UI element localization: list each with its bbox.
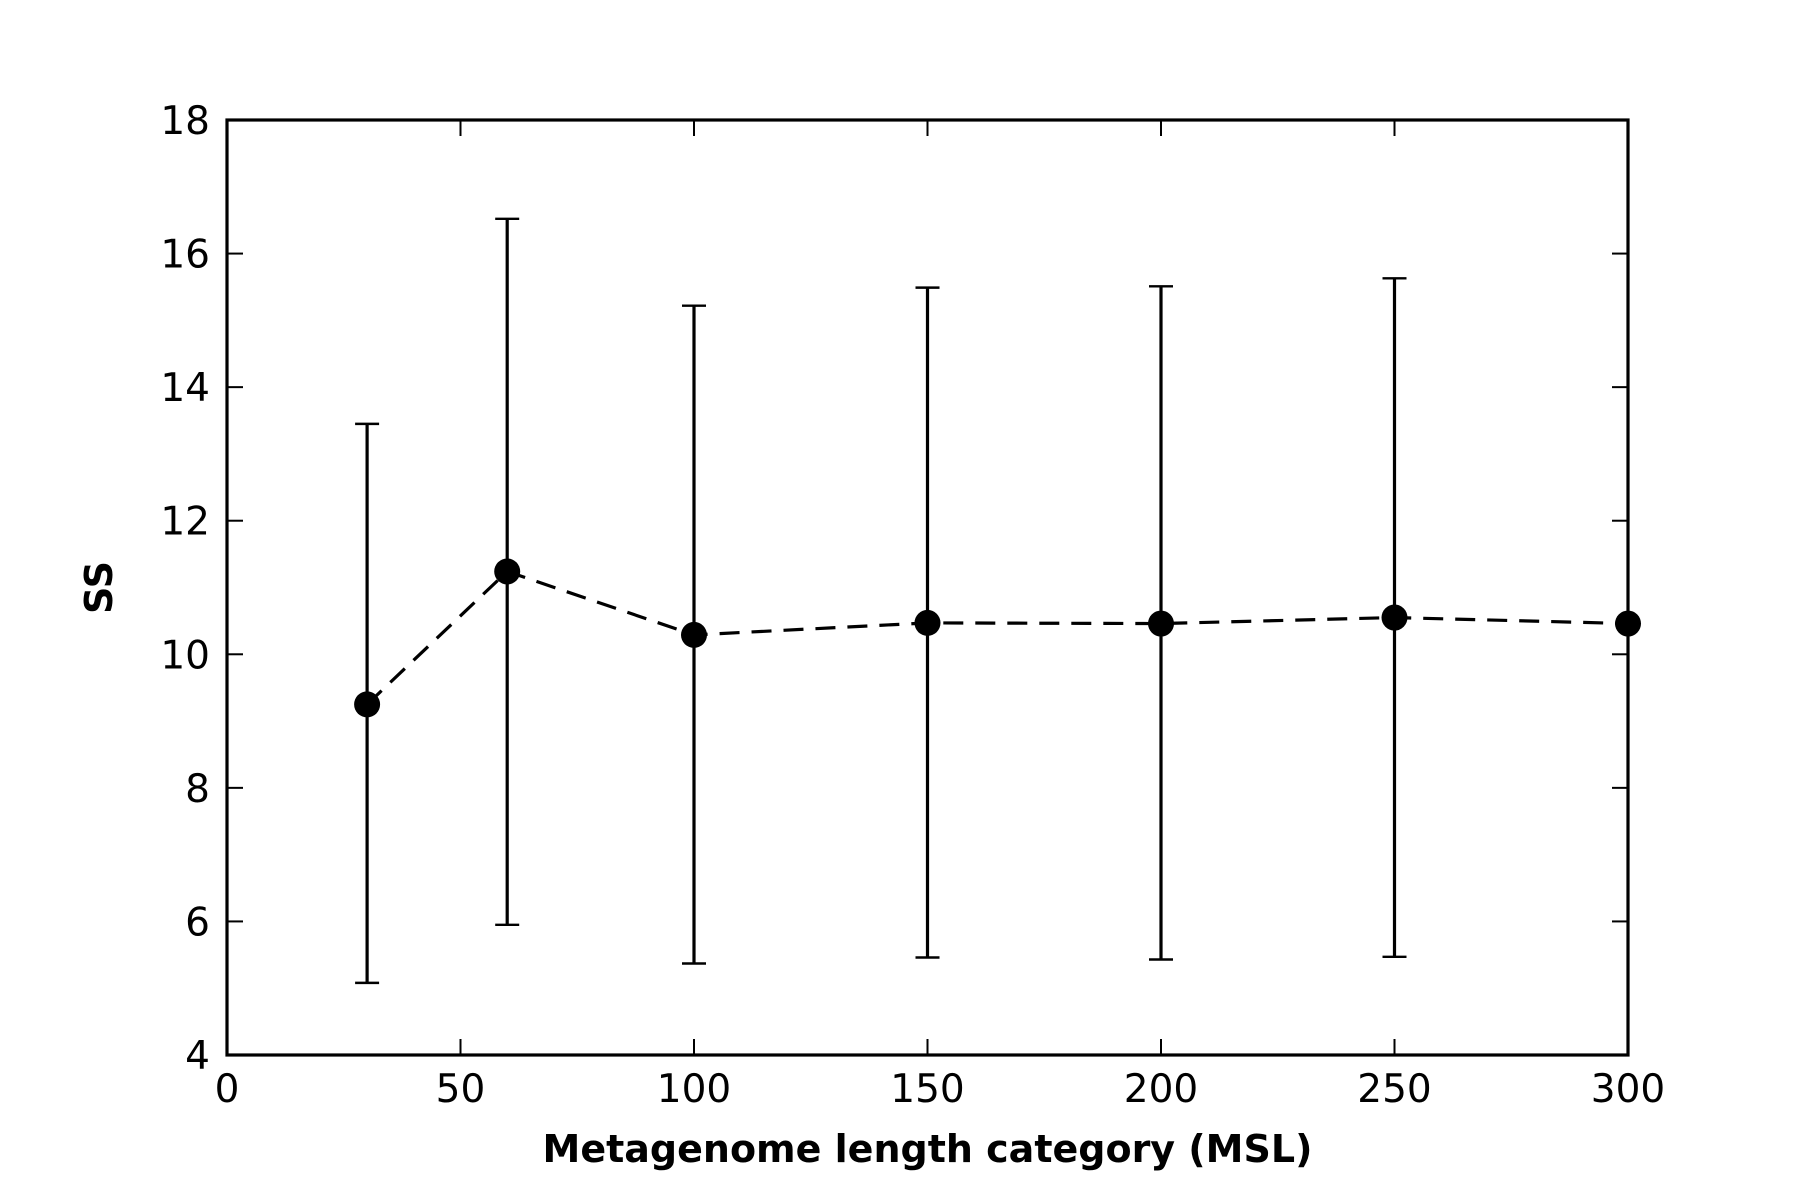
x-tick-label: 100 [657, 1067, 731, 1112]
x-axis-title: Metagenome length category (MSL) [543, 1127, 1313, 1171]
y-tick-label: 8 [185, 767, 210, 812]
y-tick-label: 10 [160, 633, 210, 678]
tick-labels: 0 50 100 150 200 250 300 4 6 8 10 12 14 16 18 [160, 99, 1665, 1112]
x-tick-label: 300 [1591, 1067, 1665, 1112]
y-tick-label: 18 [160, 99, 210, 144]
x-tick-label: 0 [215, 1067, 240, 1112]
y-tick-label: 12 [160, 500, 210, 545]
x-tick-label: 50 [436, 1067, 486, 1112]
y-axis-title: SS [77, 561, 121, 614]
plot-frame [225, 118, 1630, 1057]
data-point [354, 691, 381, 718]
data-point [1381, 604, 1408, 631]
x-tick-label: 250 [1357, 1067, 1431, 1112]
y-tick-label: 14 [160, 366, 210, 411]
y-tick-label: 16 [160, 233, 210, 278]
data-point [1148, 610, 1174, 637]
markers [354, 558, 1641, 718]
y-tick-label: 4 [185, 1034, 210, 1079]
data-point [494, 558, 521, 585]
data-point [914, 609, 941, 636]
data-point [681, 621, 707, 648]
x-tick-label: 200 [1124, 1067, 1198, 1112]
y-tick-label: 6 [185, 900, 210, 945]
x-tick-label: 150 [890, 1067, 964, 1112]
